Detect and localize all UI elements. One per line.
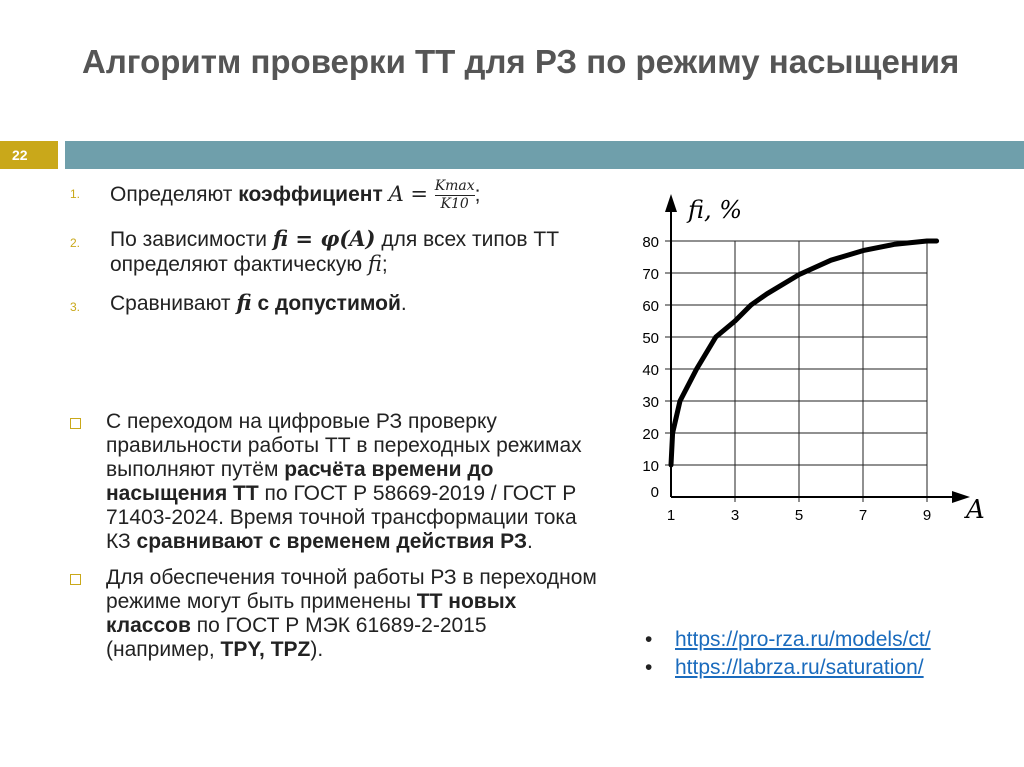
step-text: Определяют [110,183,239,207]
link-item: • https://labrza.ru/saturation/ [645,656,1015,680]
bold-text: TPY, TPZ [220,638,311,661]
bold-text: сравнивают с временем действия РЗ [136,530,528,553]
header-bar [65,141,1024,169]
saturation-chart: 0 10 20 30 40 50 60 70 80 1 3 5 7 9 fi, % A [642,194,985,525]
text: Для обеспечения точной работы РЗ в перех… [106,566,597,613]
formula: fi [367,252,382,276]
denominator: K10 [440,196,469,212]
y-tick-label: 10 [642,458,659,475]
step-bold: с допустимой [251,292,401,315]
y-tick-label: 20 [642,426,659,443]
step-2: 2. По зависимости fi = φ(A) для всех тип… [70,227,590,277]
links-list: • https://pro-rza.ru/models/ct/ • https://… [645,628,1015,684]
square-bullet-icon [70,418,81,429]
text: ). [310,638,324,661]
y-axis-arrow-icon [665,194,677,212]
x-axis-label: A [964,495,985,525]
step-3: 3. Сравнивают fi с допустимой. [70,291,590,316]
text: С переходом на цифровые РЗ проверку прав… [106,410,582,481]
formula: fi [236,290,252,315]
text: по ГОСТ Р МЭК 61689-2-2015 (например, [106,614,487,661]
text: по ГОСТ Р 58669-2019 / ГОСТ Р 71403-2024… [106,482,577,553]
step-number: 1. [70,187,81,201]
y-tick-label: 50 [642,330,659,347]
numerator: Kmax [434,178,475,196]
y-tick-label: 60 [642,298,659,315]
formula: A = [388,182,435,207]
bullet-1: С переходом на цифровые РЗ проверку прав… [70,410,600,554]
x-tick-label: 7 [859,507,867,524]
text: . [527,530,533,553]
step-number: 2. [70,236,81,250]
step-bold: коэффициент [238,183,389,207]
step-text: ; [474,183,481,207]
y-tick-label: 30 [642,394,659,411]
y-tick-label: 70 [642,266,659,283]
y-tick-label: 0 [651,484,659,501]
bullet-dot-icon: • [645,656,653,679]
x-tick-label: 9 [923,507,931,524]
bullet-2: Для обеспечения точной работы РЗ в перех… [70,566,600,662]
step-1: 1. Определяют коэффициент A = Kmax K10; [70,178,590,213]
x-tick-label: 3 [731,507,739,524]
square-bullet-icon [70,574,81,585]
formula: fi = φ(A) [272,226,376,251]
bold-text: расчёта времени до насыщения ТТ [106,458,494,505]
step-text: . [400,292,407,315]
fraction: Kmax K10 [434,178,475,213]
slide-number: 22 [0,141,58,169]
link-labrza[interactable]: https://labrza.ru/saturation/ [675,656,924,679]
slide-title: Алгоритм проверки ТТ для РЗ по режиму на… [82,43,960,80]
y-tick-label: 80 [642,234,659,251]
step-text: для всех типов ТТ определяют фактическую [110,228,560,276]
bullet-dot-icon: • [645,628,653,651]
bullets-list: С переходом на цифровые РЗ проверку прав… [70,410,600,674]
x-tick-label: 1 [667,507,675,524]
y-tick-label: 40 [642,362,659,379]
step-text: По зависимости [110,228,273,251]
data-line [668,238,940,468]
x-tick-label: 5 [795,507,803,524]
x-axis-arrow-icon [952,491,970,503]
step-number: 3. [70,300,81,314]
y-axis-label: fi, % [686,196,742,224]
step-text: ; [381,253,388,276]
bold-text: ТТ новых классов [106,590,517,637]
step-text: Сравнивают [110,292,237,315]
link-pro-rza[interactable]: https://pro-rza.ru/models/ct/ [675,628,931,651]
link-item: • https://pro-rza.ru/models/ct/ [645,628,1015,652]
steps-list: 1. Определяют коэффициент A = Kmax K10; 2… [70,178,590,330]
